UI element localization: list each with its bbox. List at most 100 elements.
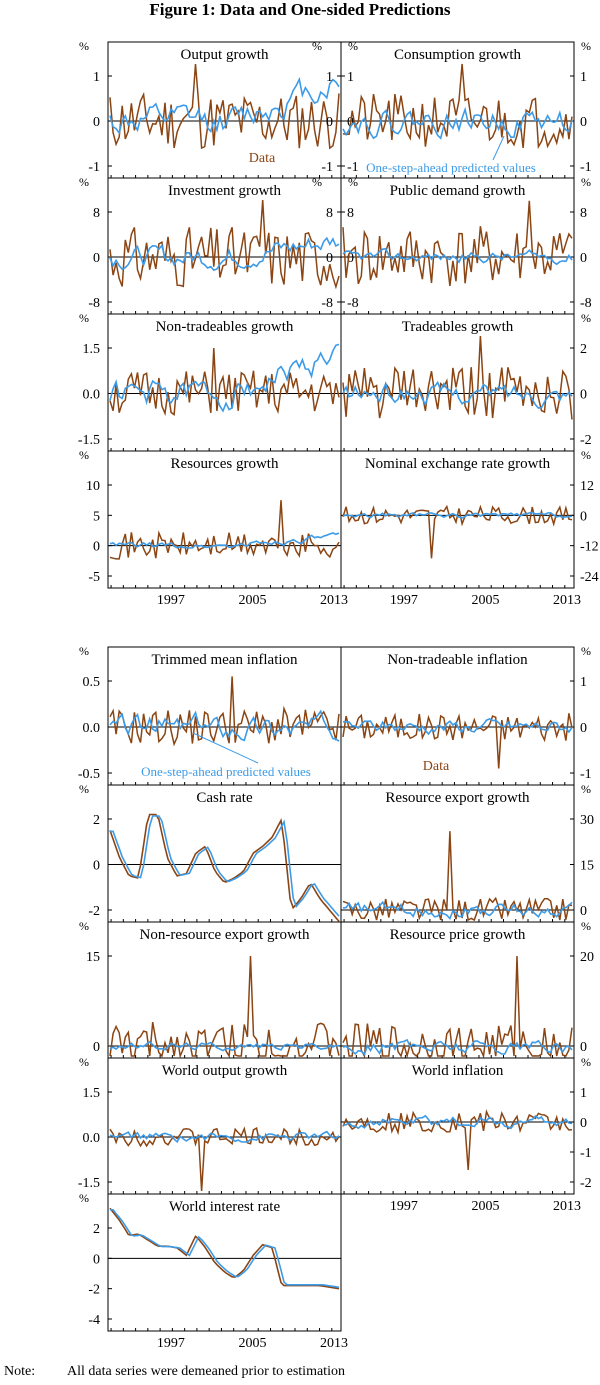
panel-cash-rate: Cash rate 2 0 -2% (79, 782, 342, 923)
y-tick-label: 0 (93, 1252, 100, 1267)
panel-title: Consumption growth (394, 47, 522, 63)
y-tick-label: 0 (93, 251, 100, 266)
series-data (109, 199, 340, 290)
y-tick-label: 1.5 (83, 342, 101, 357)
series-predicted (109, 709, 340, 742)
annotation-data: Data (249, 151, 276, 166)
unit-label: % (348, 39, 358, 53)
y-tick-label: -1 (321, 160, 333, 175)
panel-title: Non-tradeable inflation (387, 652, 528, 668)
panel-title: Resources growth (171, 456, 279, 472)
panel-title: World output growth (162, 1063, 288, 1079)
y-tick-label: 1 (93, 70, 100, 85)
y-tick-label: 0 (326, 115, 333, 130)
y-tick-label: -1 (580, 767, 592, 782)
series-data (342, 955, 573, 1059)
unit-label: % (312, 175, 322, 189)
panel-title: Public demand growth (390, 183, 526, 199)
series-data (342, 200, 573, 286)
series-data (342, 831, 573, 922)
panel-title: World inflation (412, 1063, 504, 1079)
y-tick-label: 8 (347, 206, 354, 221)
series-data (342, 63, 573, 150)
unit-label: % (581, 39, 591, 53)
y-tick-label: -1 (347, 160, 359, 175)
series-data (109, 955, 340, 1059)
series-data (109, 347, 340, 417)
x-tick-label: 2013 (320, 593, 348, 608)
panel-title: Nominal exchange rate growth (365, 456, 551, 472)
y-tick-label: 8 (580, 206, 587, 221)
panel-frame (107, 1193, 342, 1332)
panel-resource-export-growth: Resource export growth 30 15 0% (340, 782, 594, 923)
unit-label: % (79, 644, 89, 658)
panel-tradeables-growth: Tradeables growth 2 0 -2% (340, 311, 592, 452)
y-tick-label: 0 (580, 388, 587, 403)
x-tick-label: 1997 (390, 593, 418, 608)
y-tick-label: -1 (88, 160, 100, 175)
y-tick-label: 10 (86, 479, 100, 494)
series-data (109, 813, 340, 922)
y-tick-label: 0.5 (83, 675, 101, 690)
series-predicted (110, 815, 340, 917)
x-tick-label: 2005 (238, 593, 266, 608)
unit-label: % (79, 782, 89, 796)
y-tick-label: 1.5 (83, 1086, 101, 1101)
y-tick-label: -2 (580, 433, 592, 448)
panel-title: Non-resource export growth (140, 927, 310, 943)
panel-title: Resource export growth (385, 790, 530, 806)
y-tick-label: 1 (580, 675, 587, 690)
y-tick-label: -1 (580, 160, 592, 175)
y-tick-label: 8 (93, 206, 100, 221)
y-tick-label: -5 (88, 570, 100, 585)
unit-label: % (581, 448, 591, 462)
panel-title: Non-tradeables growth (156, 319, 294, 335)
series-predicted (109, 236, 340, 272)
series-data (342, 335, 573, 420)
y-tick-label: 15 (580, 859, 594, 874)
x-tick-label: 1997 (390, 1199, 418, 1214)
y-tick-label: -2 (88, 1283, 100, 1298)
unit-label: % (312, 39, 322, 53)
series-predicted (342, 900, 573, 920)
y-tick-label: -2 (88, 904, 100, 919)
y-tick-label: 1 (580, 70, 587, 85)
y-tick-label: 0 (580, 904, 587, 919)
y-tick-label: -1.5 (78, 433, 100, 448)
panel-world-inflation: World inflation 1 0 -1 -2% 1997 2005 2013 (340, 1055, 592, 1214)
unit-label: % (581, 782, 591, 796)
panel-title: Trimmed mean inflation (151, 652, 298, 668)
series-predicted (109, 76, 340, 135)
figure-title: Figure 1: Data and One-sided Predictions (149, 0, 451, 19)
y-tick-label: 0 (580, 721, 587, 736)
y-tick-label: 0 (580, 1040, 587, 1055)
series-data (109, 1126, 340, 1192)
annotation-predicted: One-step-ahead predicted values (141, 764, 311, 779)
y-tick-label: -1 (580, 1146, 592, 1161)
y-tick-label: 2 (93, 813, 100, 828)
series-data (342, 712, 573, 769)
note-text: All data series were demeaned prior to e… (67, 1364, 345, 1379)
series-predicted (109, 343, 340, 413)
y-tick-label: 0 (580, 115, 587, 130)
panel-title: Cash rate (196, 790, 253, 806)
unit-label: % (79, 311, 89, 325)
series-predicted (343, 718, 573, 736)
unit-label: % (79, 448, 89, 462)
panel-non-tradeables-growth: Non-tradeables growth 1.5 0.0 -1.5% (78, 311, 342, 452)
y-tick-label: -4 (88, 1313, 100, 1328)
unit-label: % (581, 311, 591, 325)
y-tick-label: 0.0 (83, 1131, 101, 1146)
series-predicted (342, 511, 573, 519)
panel-world-output-growth: World output growth 1.5 0.0 -1.5% (78, 1055, 342, 1195)
panel-frame (340, 450, 575, 589)
panel-world-interest-rate: World interest rate 2 0 -2 -4% 1997 2005 2013 (79, 1191, 348, 1351)
x-tick-label: 2013 (553, 1199, 581, 1214)
y-tick-label: -8 (88, 296, 100, 311)
y-tick-label: 0 (93, 859, 100, 874)
y-tick-label: 2 (93, 1222, 100, 1237)
annotation-arrow (492, 135, 505, 161)
panel-title: Investment growth (168, 183, 281, 199)
